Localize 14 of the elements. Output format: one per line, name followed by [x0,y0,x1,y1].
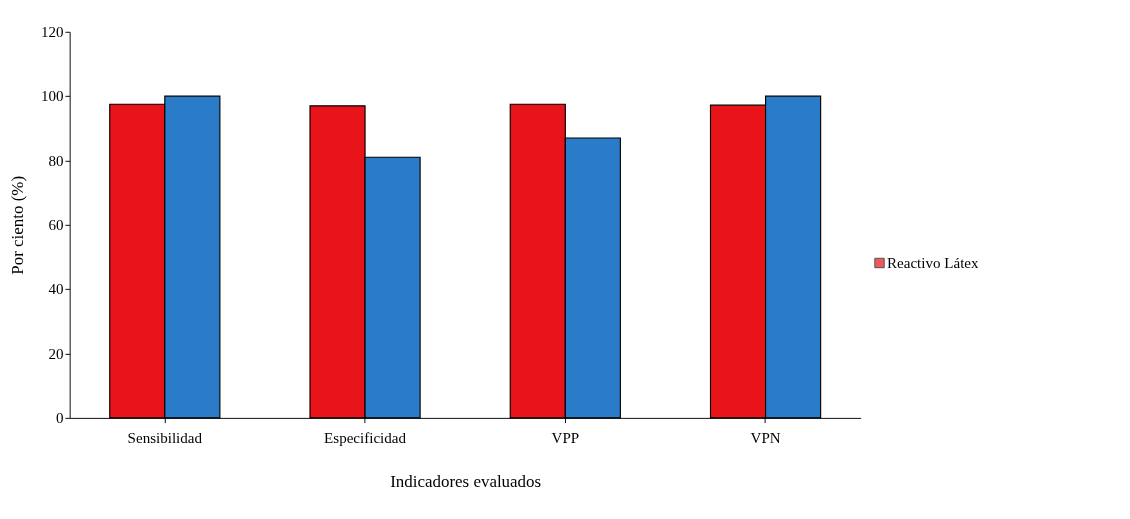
y-tick-label: 120 [40,24,64,40]
x-tick-label: VPP [551,429,580,446]
x-tick-label: VPN [750,429,781,446]
x-tick-label: Sensibilidad [127,429,203,446]
y-tick-label: 60 [48,217,64,234]
y-tick-label: 0 [56,410,64,427]
y-tick-label: 80 [48,152,64,169]
y-tick-label: 20 [48,345,64,362]
x-tick-label: Especificidad [324,429,407,446]
x-axis-title: Indicadores evaluados [390,472,542,492]
y-tick-label: 100 [40,88,64,105]
y-axis-title: Por ciento (%) [8,175,28,275]
y-tick-label: 40 [48,281,64,298]
legend-label: Reactivo Látex [887,254,980,271]
